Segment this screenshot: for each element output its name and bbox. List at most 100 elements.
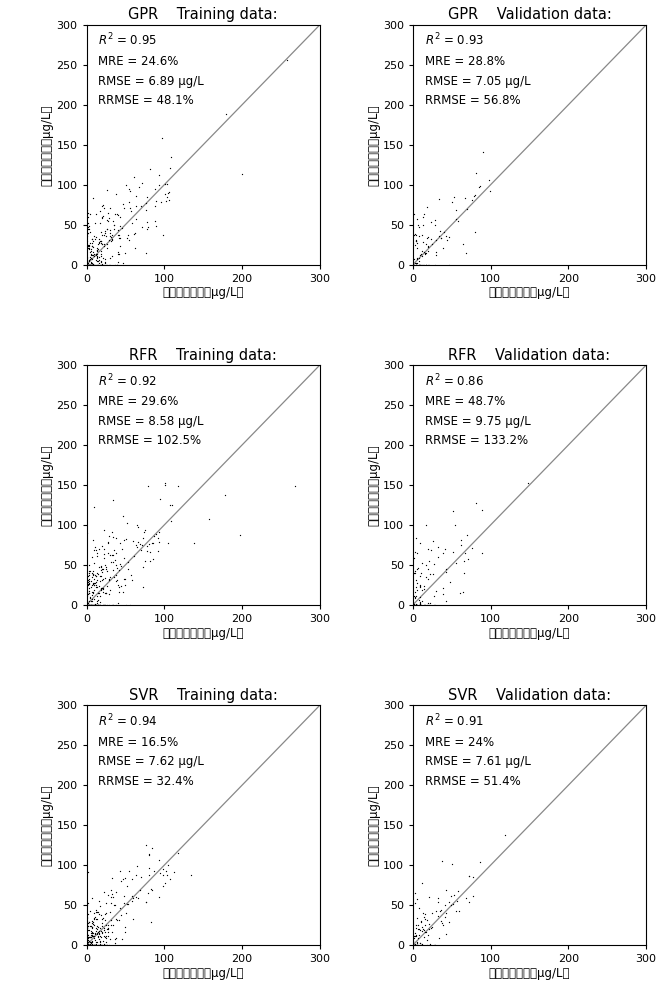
Point (91, 246, 101, 262)
Point (87, 597, 98, 613)
Point (100, 557, 111, 573)
Point (430, 247, 441, 263)
Point (84, 257, 95, 273)
Point (92, 904, 103, 920)
Point (121, 230, 132, 246)
Point (151, 526, 162, 542)
Point (84, 573, 95, 589)
Point (410, 937, 421, 953)
Point (145, 161, 155, 177)
Point (411, 257, 422, 273)
Point (409, 257, 420, 273)
Point (91, 548, 102, 564)
Point (415, 935, 426, 951)
Point (101, 597, 112, 613)
Point (452, 893, 463, 909)
Point (423, 927, 434, 943)
Point (89, 257, 99, 273)
Point (93, 257, 103, 273)
Point (90, 937, 101, 953)
Point (92, 246, 103, 262)
Point (113, 207, 124, 223)
Point (149, 863, 160, 879)
Point (411, 232, 422, 248)
Point (97, 924, 107, 940)
Point (448, 503, 458, 519)
Point (82, 937, 93, 953)
Point (408, 565, 419, 581)
Point (89, 248, 100, 264)
Point (90, 257, 101, 273)
Point (409, 550, 420, 566)
Point (89, 937, 99, 953)
Title: SVR    Validation data:: SVR Validation data: (448, 688, 611, 703)
Point (436, 913, 446, 929)
Point (438, 545, 448, 561)
Point (89, 937, 100, 953)
Point (410, 895, 420, 911)
Point (89, 582, 99, 598)
Point (103, 528, 114, 544)
Point (408, 937, 419, 953)
Point (91, 565, 102, 581)
Point (94, 585, 105, 601)
Point (83, 238, 94, 254)
Point (121, 878, 132, 894)
Point (117, 931, 127, 947)
Point (430, 597, 441, 613)
Point (155, 865, 165, 881)
Point (408, 251, 419, 267)
Point (99, 597, 110, 613)
Point (92, 250, 103, 266)
Point (83, 219, 93, 235)
Point (109, 217, 119, 233)
Point (409, 937, 420, 953)
Point (420, 917, 430, 933)
Point (111, 572, 122, 588)
Point (417, 905, 428, 921)
Text: $R^2$ = 0.95
MRE = 24.6%
RMSE = 6.89 μg/L
RRMSE = 48.1%: $R^2$ = 0.95 MRE = 24.6% RMSE = 6.89 μg/… (99, 32, 204, 107)
Point (99, 597, 109, 613)
Point (471, 165, 482, 181)
Point (426, 236, 437, 252)
Point (411, 927, 422, 943)
Point (94, 597, 105, 613)
Point (417, 593, 428, 609)
Point (408, 936, 418, 952)
Point (410, 257, 421, 273)
Point (83, 927, 93, 943)
Point (113, 595, 124, 611)
Point (89, 246, 99, 262)
Point (83, 205, 93, 221)
Point (91, 593, 102, 609)
Point (422, 912, 433, 928)
Point (85, 589, 95, 605)
Point (82, 913, 93, 929)
Point (119, 550, 129, 566)
Point (165, 160, 175, 176)
Point (442, 232, 452, 248)
Point (88, 247, 99, 263)
Point (448, 896, 459, 912)
Point (83, 257, 94, 273)
Point (127, 572, 137, 588)
Point (109, 257, 120, 273)
Point (461, 890, 472, 906)
Point (414, 596, 425, 612)
Point (414, 597, 424, 613)
Point (424, 889, 434, 905)
Point (95, 937, 106, 953)
Point (99, 936, 109, 952)
Point (419, 597, 430, 613)
Point (421, 569, 432, 585)
Point (92, 253, 103, 269)
Point (81, 255, 92, 271)
Point (121, 515, 132, 531)
Point (121, 597, 131, 613)
Point (115, 900, 125, 916)
Point (121, 896, 132, 912)
Point (87, 257, 98, 273)
Point (113, 246, 124, 262)
Point (87, 928, 97, 944)
Point (109, 931, 120, 947)
